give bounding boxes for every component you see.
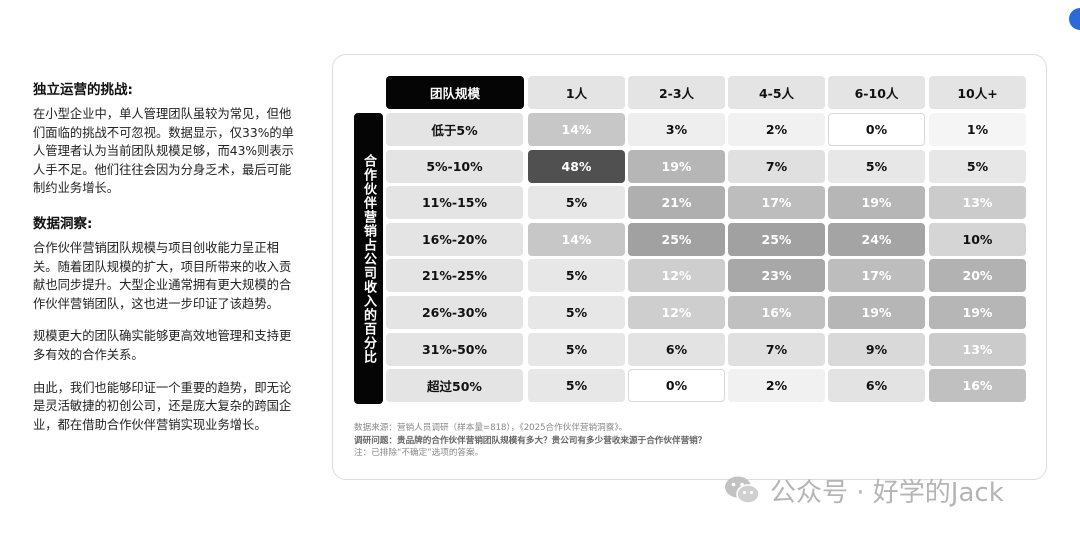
heatmap-cell: 17%: [828, 259, 925, 292]
heatmap-cell: 25%: [728, 223, 825, 256]
corner-badge: [1069, 8, 1080, 30]
row-label: 21%-25%: [386, 259, 523, 292]
left-text-panel: 独立运营的挑战: 在小型企业中，单人管理团队虽较为常见，但他们面临的挑战不可忽视…: [33, 80, 299, 434]
heatmap-cell: 1%: [929, 113, 1026, 146]
heatmap-cell: 10%: [929, 223, 1026, 256]
column-header: 1人: [528, 76, 625, 109]
heatmap-cell: 20%: [929, 259, 1026, 292]
heatmap-cell: 0%: [628, 369, 725, 402]
row-label: 低于5%: [386, 113, 523, 146]
heatmap-cell: 13%: [929, 186, 1026, 219]
section2-para1: 合作伙伴营销团队规模与项目创收能力呈正相关。随着团队规模的扩大，项目所带来的收入…: [33, 240, 292, 311]
heatmap-cell: 17%: [728, 186, 825, 219]
revenue-share-axis-label: 合作伙伴营销占公司收入的百分比: [354, 113, 383, 404]
heatmap-cell: 48%: [528, 150, 625, 183]
row-label: 31%-50%: [386, 333, 523, 366]
row-label: 26%-30%: [386, 296, 523, 329]
heatmap-cell: 5%: [828, 150, 925, 183]
heatmap-cell: 23%: [728, 259, 825, 292]
exclusion-note: 注：已排除“不确定”选项的答案。: [354, 448, 484, 459]
row-label: 16%-20%: [386, 223, 523, 256]
heatmap-cell: 7%: [728, 150, 825, 183]
heatmap-cell: 16%: [929, 369, 1026, 402]
column-header: 2-3人: [628, 76, 725, 109]
heatmap-cell: 5%: [528, 259, 625, 292]
heatmap-cell: 5%: [528, 296, 625, 329]
heatmap-cell: 24%: [828, 223, 925, 256]
survey-question-note: 调研问题：贵品牌的合作伙伴营销团队规模有多大？贵公司有多少营收来源于合作伙伴营销…: [354, 435, 707, 446]
column-header: 6-10人: [828, 76, 925, 109]
heatmap-cell: 6%: [628, 333, 725, 366]
watermark: 公众号 · 好学的Jack: [722, 470, 1004, 510]
heatmap-cell: 5%: [528, 369, 625, 402]
heatmap-cell: 19%: [929, 296, 1026, 329]
chart-notes: 数据来源：营销人员调研（样本量=818），《2025合作伙伴营销洞察》。 调研问…: [354, 422, 706, 460]
team-size-header: 团队规模: [386, 76, 524, 109]
heatmap-cell: 19%: [628, 150, 725, 183]
heatmap-cell: 2%: [728, 113, 825, 146]
row-label: 5%-10%: [386, 150, 523, 183]
heatmap-cell: 3%: [628, 113, 725, 146]
wechat-icon: [725, 476, 760, 504]
heatmap-cell: 25%: [628, 223, 725, 256]
heatmap-cell: 2%: [728, 369, 825, 402]
heatmap-cell: 5%: [528, 333, 625, 366]
heatmap-cell: 19%: [828, 186, 925, 219]
heatmap-cell: 6%: [828, 369, 925, 402]
heatmap-cell: 13%: [929, 333, 1026, 366]
heatmap-cell: 14%: [528, 223, 625, 256]
section2-para3: 由此，我们也能够印证一个重要的趋势，即无论是灵活敏捷的初创公司，还是庞大复杂的跨…: [33, 380, 292, 432]
watermark-text: 公众号 · 好学的Jack: [770, 477, 1004, 508]
section2-title: 数据洞察:: [33, 215, 93, 232]
heatmap-cell: 12%: [628, 296, 725, 329]
heatmap-cell: 9%: [828, 333, 925, 366]
heatmap-cell: 5%: [929, 150, 1026, 183]
heatmap-cell: 7%: [728, 333, 825, 366]
heatmap-cell: 21%: [628, 186, 725, 219]
heatmap-cell: 16%: [728, 296, 825, 329]
heatmap-cell: 19%: [828, 296, 925, 329]
section1-title: 独立运营的挑战:: [33, 82, 133, 98]
row-label: 超过50%: [386, 369, 523, 402]
heatmap-cell: 5%: [528, 186, 625, 219]
revenue-share-axis-text: 合作伙伴营销占公司收入的百分比: [361, 153, 376, 364]
heatmap-cell: 12%: [628, 259, 725, 292]
section1-body: 在小型企业中，单人管理团队虽较为常见，但他们面临的挑战不可忽视。数据显示，仅33…: [33, 107, 294, 196]
heatmap-cell: 0%: [828, 113, 925, 146]
heatmap-cell: 14%: [528, 113, 625, 146]
column-header: 4-5人: [728, 76, 825, 109]
data-source-note: 数据来源：营销人员调研（样本量=818），《2025合作伙伴营销洞察》。: [354, 423, 628, 433]
row-label: 11%-15%: [386, 186, 523, 219]
section2-para2: 规模更大的团队确实能够更高效地管理和支持更多有效的合作关系。: [33, 329, 292, 362]
column-header: 10人+: [929, 76, 1026, 109]
